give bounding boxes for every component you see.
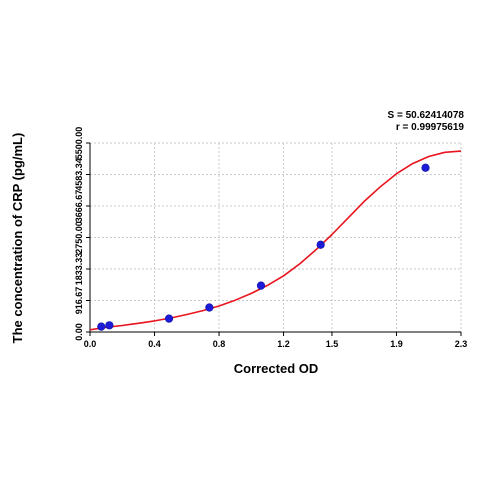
x-tick-label: 1.5 xyxy=(326,339,339,349)
y-axis-title: The concentration of CRP (pg/mL) xyxy=(10,133,25,344)
y-tick-label: 4583.34 xyxy=(74,158,84,191)
y-tick-label: 2750.00 xyxy=(74,221,84,254)
fitted-curve-line xyxy=(89,150,462,331)
fit-statistics: S = 50.62414078 r = 0.99975619 xyxy=(388,110,464,134)
data-point xyxy=(256,281,266,290)
grid-lines xyxy=(90,142,462,332)
data-point xyxy=(421,163,430,172)
data-point xyxy=(164,314,174,323)
x-tick-label: 1.9 xyxy=(390,339,403,349)
x-ticks: 0.0 0.4 0.8 1.2 1.5 1.9 2.3 xyxy=(84,332,468,349)
y-tick-label: 5500.00 xyxy=(74,127,84,160)
data-point xyxy=(97,322,106,331)
data-point xyxy=(205,303,214,312)
x-tick-label: 0.8 xyxy=(213,339,226,349)
x-tick-label: 1.2 xyxy=(277,339,290,349)
y-tick-label: 1833.33 xyxy=(74,253,84,286)
curve-layer xyxy=(89,150,462,331)
y-ticks: 0.00 916.671833.332750.003666.674583.3455… xyxy=(74,127,90,341)
x-tick-label: 0.4 xyxy=(148,339,161,349)
y-tick-label: 0.00 xyxy=(74,323,84,341)
point-layer xyxy=(97,163,430,331)
y-tick-label: 3666.67 xyxy=(74,190,84,223)
data-point xyxy=(105,321,114,330)
r-value: r = 0.99975619 xyxy=(395,122,464,133)
x-axis-title: Corrected OD xyxy=(234,361,319,376)
x-tick-label: 2.3 xyxy=(455,339,468,349)
s-value: S = 50.62414078 xyxy=(387,110,464,121)
y-tick-label: 916.67 xyxy=(74,287,84,315)
data-point xyxy=(316,240,325,249)
x-tick-label: 0.0 xyxy=(84,339,97,349)
